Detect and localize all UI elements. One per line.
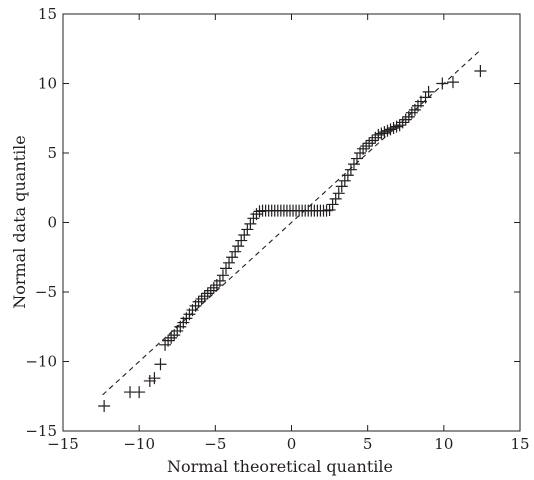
data-point [229, 245, 242, 258]
data-point [320, 204, 333, 217]
data-point [332, 187, 345, 200]
y-tick-label: −5 [35, 283, 57, 301]
y-tick-label: −10 [25, 353, 57, 371]
data-point [198, 290, 211, 303]
data-point [226, 251, 239, 264]
data-point [335, 180, 348, 193]
data-point [204, 284, 217, 297]
data-point [399, 113, 412, 126]
data-point [250, 208, 263, 221]
x-tick-label: −15 [47, 435, 79, 453]
data-point [329, 192, 342, 205]
data-point [219, 262, 232, 275]
data-point [387, 121, 400, 134]
data-point [235, 234, 248, 247]
x-tick-label: −10 [123, 435, 155, 453]
data-point [393, 119, 406, 132]
y-axis-title: Normal data quantile [10, 135, 29, 309]
data-point [360, 140, 373, 153]
data-point [436, 77, 449, 90]
data-point [244, 217, 257, 230]
data-point [363, 137, 376, 150]
data-point [474, 64, 487, 77]
data-point [369, 131, 382, 144]
data-point [366, 134, 379, 147]
data-point [396, 116, 409, 129]
data-point [216, 269, 229, 282]
data-point [213, 274, 226, 287]
data-point [195, 292, 208, 305]
data-point [405, 106, 418, 119]
data-point [326, 198, 339, 211]
data-point [381, 124, 394, 137]
x-axis-title: Normal theoretical quantile [167, 457, 393, 476]
x-tick-label: 10 [434, 435, 453, 453]
data-point [207, 281, 220, 294]
y-tick-label: 15 [38, 5, 57, 23]
x-axis: −15 −10 −5 0 5 10 15 [47, 14, 530, 453]
data-point [253, 205, 266, 218]
data-point [357, 142, 370, 155]
data-point [232, 240, 245, 253]
data-point [98, 399, 111, 412]
y-tick-label: −15 [25, 422, 57, 440]
x-tick-label: 15 [510, 435, 529, 453]
data-point [223, 256, 236, 269]
data-point [378, 126, 391, 139]
data-point [238, 229, 251, 242]
data-point [148, 372, 161, 385]
data-point [347, 158, 360, 171]
x-tick-label: −5 [204, 435, 226, 453]
data-point [375, 127, 388, 140]
x-tick-label: 5 [363, 435, 373, 453]
data-point [419, 91, 432, 104]
data-point [390, 120, 403, 133]
y-tick-label: 5 [47, 144, 57, 162]
y-tick-label: 10 [38, 75, 57, 93]
data-point [384, 123, 397, 136]
data-point [162, 334, 175, 347]
y-axis: −15 −10 −5 0 5 10 15 [25, 5, 520, 440]
data-point [341, 169, 354, 182]
data-point [344, 163, 357, 176]
x-tick-label: 0 [287, 435, 297, 453]
data-point [351, 152, 364, 165]
data-point [446, 76, 459, 89]
data-point [133, 386, 146, 399]
data-points-layer [98, 64, 487, 412]
data-point [201, 287, 214, 300]
data-point [192, 295, 205, 308]
data-point [154, 358, 167, 371]
data-point [372, 128, 385, 141]
data-point [323, 203, 336, 216]
y-tick-label: 0 [47, 214, 57, 232]
data-point [165, 331, 178, 344]
data-point [241, 223, 254, 236]
data-point [338, 174, 351, 187]
data-point [422, 85, 435, 98]
